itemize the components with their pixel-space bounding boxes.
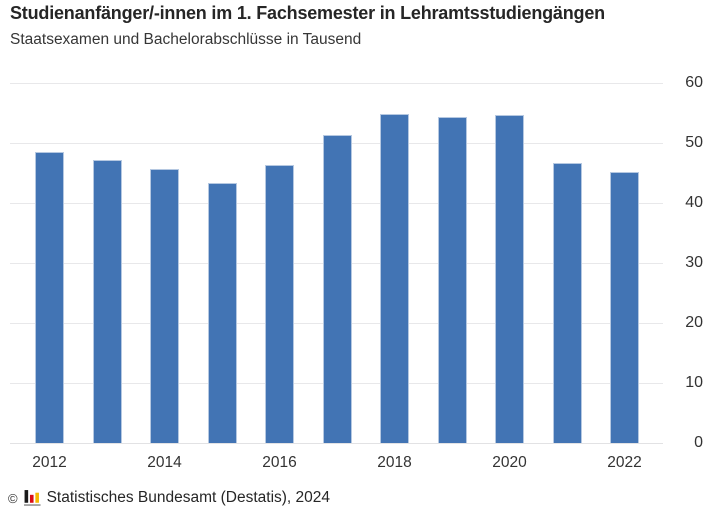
chart-title: Studienanfänger/-innen im 1. Fachsemeste… xyxy=(10,3,605,23)
x-tick-label-2018: 2018 xyxy=(377,454,412,471)
bar-2012[interactable] xyxy=(35,152,64,443)
source-text: Statistisches Bundesamt (Destatis), 2024 xyxy=(46,489,331,506)
bar-2016[interactable] xyxy=(265,165,294,443)
gridline-60 xyxy=(10,82,663,84)
chart-subtitle: Staatsexamen und Bachelorabschlüsse in T… xyxy=(10,31,362,48)
bar-2014[interactable] xyxy=(150,169,179,443)
bar-2020[interactable] xyxy=(495,115,524,443)
y-tick-label-20: 20 xyxy=(685,314,703,331)
y-tick-label-30: 30 xyxy=(685,254,703,271)
x-tick-label-2022: 2022 xyxy=(607,454,642,471)
plot-area xyxy=(10,82,663,444)
bar-2022[interactable] xyxy=(610,172,639,443)
bar-2017[interactable] xyxy=(322,134,352,443)
y-tick-label-0: 0 xyxy=(694,434,703,451)
x-tick-label-2020: 2020 xyxy=(492,454,527,471)
x-tick-label-2016: 2016 xyxy=(262,454,297,471)
x-tick-label-2012: 2012 xyxy=(32,454,67,471)
y-tick-label-60: 60 xyxy=(685,74,703,91)
bar-2019[interactable] xyxy=(437,117,467,443)
y-tick-label-50: 50 xyxy=(685,134,703,151)
bar-2013[interactable] xyxy=(92,160,122,443)
x-axis-baseline xyxy=(10,442,663,444)
source-footer: © Statistisches Bundesamt (Destatis), 20… xyxy=(8,489,330,507)
bar-2018[interactable] xyxy=(380,114,409,443)
y-tick-label-40: 40 xyxy=(685,194,703,211)
bar-2021[interactable] xyxy=(552,163,582,443)
bar-2015[interactable] xyxy=(207,183,237,443)
destatis-mini-bar-chart-icon xyxy=(23,490,41,506)
x-tick-label-2014: 2014 xyxy=(147,454,182,471)
y-tick-label-10: 10 xyxy=(685,374,703,391)
copyright-symbol: © xyxy=(8,490,18,506)
